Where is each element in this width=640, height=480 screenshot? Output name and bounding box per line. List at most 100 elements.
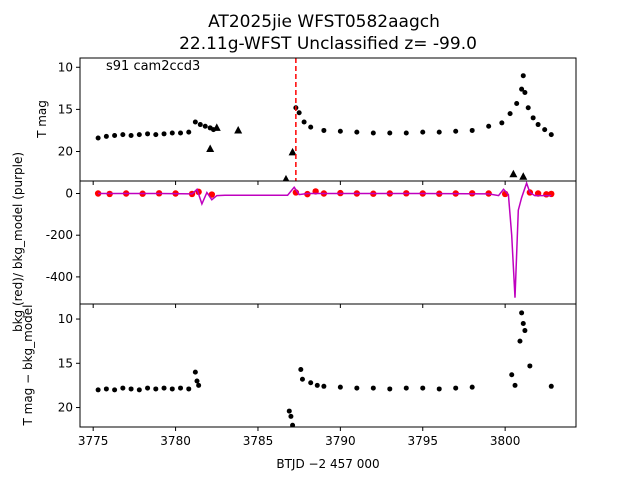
data-point [192, 119, 198, 125]
upper-limit-point [206, 144, 215, 152]
data-point [509, 372, 515, 378]
upper-limit-point [288, 147, 297, 156]
xtick-label: 3790 [325, 434, 356, 448]
data-point [486, 123, 492, 129]
xtick-label: 3800 [490, 434, 521, 448]
bottom-panel-mag-minus-bkg: 10 15 20 T mag − bkg_model 3775 3780 3785 3790 3… [21, 303, 577, 471]
data-point [308, 380, 314, 386]
data-point [290, 422, 296, 427]
ytick-label: 15 [58, 356, 73, 370]
ytick-label: 20 [58, 145, 73, 159]
data-point [337, 384, 343, 390]
title-line2: 22.11g-WFST Unclassified z= -99.0 [179, 34, 477, 54]
top-panel-mag: 10 15 20 T mag [35, 57, 577, 185]
data-point [136, 387, 142, 393]
data-point [387, 386, 393, 392]
data-point [453, 128, 459, 134]
data-point [120, 132, 126, 138]
data-point [527, 363, 533, 369]
data-point [153, 132, 159, 138]
ytick-label: 10 [58, 60, 73, 74]
data-point [136, 132, 142, 138]
data-point [314, 382, 320, 388]
ytick-label: 0 [65, 187, 73, 201]
upper-limit-point [509, 169, 518, 178]
data-point [517, 338, 523, 344]
data-point [120, 385, 126, 391]
data-point [186, 129, 192, 135]
data-point [299, 376, 305, 382]
plot-area [95, 310, 554, 427]
data-point [202, 123, 208, 129]
data-point [519, 310, 525, 316]
ytick-label: 10 [58, 312, 73, 326]
data-point [469, 384, 475, 390]
data-point [288, 413, 294, 419]
data-point [296, 110, 302, 116]
ytick-label: 15 [58, 102, 73, 116]
ylabel: T mag − bkg_model [21, 304, 35, 426]
data-point [519, 86, 525, 92]
data-point [95, 135, 101, 141]
data-point [128, 133, 134, 139]
data-point [469, 127, 475, 133]
data-point [321, 127, 327, 133]
data-point [499, 120, 505, 126]
data-point [161, 385, 167, 391]
data-point [512, 382, 518, 388]
axes-frame [79, 303, 577, 428]
data-point [525, 105, 531, 111]
data-point [192, 369, 198, 375]
xtick-label: 3775 [78, 434, 109, 448]
data-point [169, 386, 175, 392]
data-point [548, 132, 554, 138]
data-point [354, 129, 360, 135]
data-point [337, 128, 343, 134]
data-point [535, 122, 541, 128]
data-point [354, 385, 360, 391]
data-point [161, 131, 167, 137]
data-point [301, 119, 307, 125]
data-point [308, 124, 314, 130]
data-point [420, 129, 426, 135]
data-point [387, 130, 393, 136]
data-point [286, 408, 292, 414]
data-point [103, 386, 109, 392]
xtick-label: 3785 [243, 434, 274, 448]
data-point [436, 386, 442, 392]
ylabel: bkg (red)/ bkg_model (purple) [11, 152, 25, 332]
data-point [548, 383, 554, 389]
data-point [520, 320, 526, 326]
middle-panel-bkg: 0 -200 -400 bkg (red)/ bkg_model (purple) [11, 152, 577, 332]
series-line-bkg-model [98, 181, 552, 298]
data-point [370, 130, 376, 136]
data-point [522, 328, 528, 334]
data-point [95, 387, 101, 393]
data-point [153, 386, 159, 392]
upper-limit-point [519, 172, 528, 180]
data-point [145, 385, 151, 391]
data-point [420, 385, 426, 391]
data-point [436, 129, 442, 135]
ytick-label: -200 [46, 228, 73, 242]
data-point [453, 385, 459, 391]
data-point [112, 133, 118, 139]
annotation-camera-ccd: s91 cam2ccd3 [106, 59, 200, 74]
data-point [128, 386, 134, 392]
data-point [403, 385, 409, 391]
data-point [530, 115, 536, 121]
plot-area [95, 73, 554, 181]
xtick-label: 3795 [407, 434, 438, 448]
data-point [370, 385, 376, 391]
data-point [145, 131, 151, 137]
data-point [403, 130, 409, 136]
data-point [169, 130, 175, 136]
data-point [507, 111, 513, 117]
data-point [112, 387, 118, 393]
data-point [321, 383, 327, 389]
data-point [298, 366, 304, 372]
data-point [514, 100, 520, 106]
upper-limit-point [234, 125, 243, 134]
data-point [520, 73, 526, 79]
